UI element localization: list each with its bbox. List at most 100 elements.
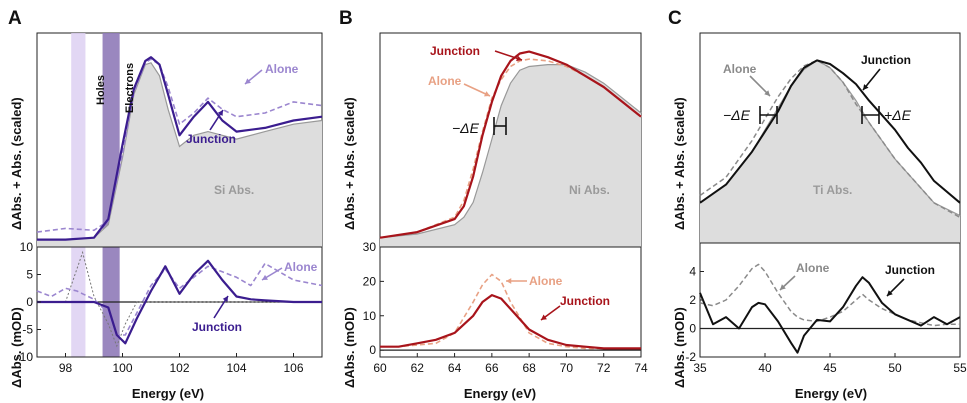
panel-c-alone-label: Alone — [723, 62, 757, 76]
panel-a-top-junction-line — [37, 56, 323, 241]
panel-b-bottom-alone-line — [380, 273, 641, 350]
panel-c-bottom-ytick-label: -2 — [685, 350, 696, 364]
panel-a-bottom-ytick-label: 0 — [26, 295, 33, 309]
panel-b-bottom-frame — [379, 246, 642, 358]
panel-b-top-absorption-line — [379, 63, 642, 239]
panel-a-top-absorption-line — [37, 62, 323, 241]
panel-c-abs-label: Ti Abs. — [813, 183, 852, 197]
panel-c-bottom-ytick-label: 4 — [689, 265, 696, 279]
electrons-band — [102, 33, 120, 357]
panel-letter-a: A — [8, 8, 22, 29]
panel-a-junction-bottom-label: Junction — [192, 320, 242, 334]
panel-b-abs-label: Ni Abs. — [569, 183, 610, 197]
electrons-label: Electrons — [124, 63, 136, 113]
panel-c-bottom-alone-line — [699, 263, 960, 327]
panel-b-bottom-ylabel: ΔAbs. (mOD) — [342, 307, 357, 388]
panel-b-bottom-xtick-label: 70 — [560, 361, 574, 375]
panel-b-bottom-xtick-label: 72 — [597, 361, 611, 375]
panel-c-alone-arrow-head — [764, 90, 770, 96]
panel-b-shift-label: −ΔE — [452, 120, 480, 136]
panel-c-junction-arrow-head — [863, 84, 869, 90]
panel-a-alone-bottom-arrow-head — [262, 274, 268, 280]
panel-c-bottom-xtick-label: 55 — [953, 361, 967, 375]
panel-letter-c: C — [668, 8, 682, 29]
panel-a-top — [36, 32, 323, 357]
panel-b-bottom: 60 62 64 66 68 70 72 74 0 10 20 30 — [363, 240, 648, 375]
panel-c-bottom-junction-line — [699, 276, 961, 354]
panel-c-bottom-ytick-label: 2 — [689, 293, 696, 307]
panel-b-bottom-ytick-label: 30 — [363, 240, 377, 254]
panel-b-bottom-xtick-label: 62 — [411, 361, 425, 375]
panel-a-bottom-ylabel: ΔAbs. (mOD) — [9, 307, 24, 388]
panel-a-abs-label: Si Abs. — [214, 183, 254, 197]
panel-c-bottom-xtick-label: 45 — [823, 361, 837, 375]
panel-a-bottom-ytick-label: -5 — [22, 323, 33, 337]
panel-b-top-absorption-area — [380, 64, 641, 247]
panel-a-top-absorption-area — [37, 62, 322, 247]
panel-b-alone-bottom-label: Alone — [529, 274, 563, 288]
panel-b-top-alone-line — [379, 58, 642, 239]
panel-a-bottom-ytick-label: 10 — [20, 240, 34, 254]
panel-a-bottom-xtick-label: 100 — [112, 361, 132, 375]
panel-a-bottom-ytick-label: -10 — [16, 350, 34, 364]
panel-c-alone-bottom-arrow-head — [780, 284, 786, 290]
panel-a-top-ylabel: ΔAbs. + Abs. (scaled) — [9, 97, 24, 230]
panel-b-xlabel: Energy (eV) — [464, 386, 536, 401]
panel-c-junction-label: Junction — [861, 53, 911, 67]
panel-c-bottom-xtick-label: 40 — [758, 361, 772, 375]
panel-b-bottom-xtick-label: 60 — [373, 361, 387, 375]
panel-b-bottom-ytick-label: 10 — [363, 309, 377, 323]
panel-c-bottom-xtick-label: 50 — [888, 361, 902, 375]
panel-c-xlabel: Energy (eV) — [795, 386, 867, 401]
panel-a-bottom-xtick-label: 104 — [226, 361, 246, 375]
panel-c-junction-bottom-arrow-head — [887, 290, 893, 296]
panel-c-top-alone-line — [699, 59, 961, 219]
holes-band — [71, 33, 86, 357]
panel-b-bottom-xtick-label: 74 — [634, 361, 648, 375]
panel-a-alone-arrow-head — [245, 78, 251, 84]
panel-b-bottom-junction-line — [380, 294, 641, 350]
panel-a-xlabel: Energy (eV) — [132, 386, 204, 401]
panel-c-bottom-ylabel: ΔAbs. (mOD) — [672, 307, 687, 388]
panel-b-junction-label: Junction — [430, 44, 480, 58]
panel-b-top — [379, 32, 642, 248]
panel-a-bottom: 98 100 102 104 106 -10 -5 0 5 10 — [16, 240, 323, 375]
panel-a-bottom-alone-line — [36, 262, 323, 336]
panel-a-junction-bottom-arrow-head — [222, 296, 228, 302]
panel-b-alone-bottom-arrow-head — [506, 278, 512, 284]
panel-b-junction-bottom-label: Junction — [560, 294, 610, 308]
panel-b-bottom-ytick-label: 20 — [363, 274, 377, 288]
panel-c-top-ylabel: ΔAbs. + Abs. (scaled) — [672, 97, 687, 230]
panel-c-bottom-ytick-label: 0 — [689, 322, 696, 336]
panel-b-bottom-xtick-label: 66 — [485, 361, 499, 375]
panel-a-alone-label: Alone — [265, 62, 299, 76]
panel-c-top-junction-line — [699, 59, 961, 204]
panel-a-alone-bottom-label: Alone — [284, 260, 318, 274]
panel-c-bottom: 35 40 45 50 55 -2 0 2 4 — [685, 242, 967, 375]
panel-c-bottom-xtick-label: 35 — [693, 361, 707, 375]
panel-c-top-absorption-area — [700, 60, 960, 244]
panel-b-bottom-ytick-label: 0 — [369, 343, 376, 357]
panel-b-bottom-xtick-label: 68 — [522, 361, 536, 375]
panel-letter-b: B — [339, 8, 353, 29]
panel-a-bottom-model-line — [37, 250, 322, 348]
panel-a-bottom-junction-line — [37, 259, 322, 345]
panel-b-alone-label: Alone — [428, 74, 462, 88]
panel-b-alone-arrow-head — [484, 91, 490, 97]
panel-c-shift-right-label: +ΔE — [884, 107, 912, 123]
panel-c-bottom-frame — [699, 242, 961, 358]
panel-a-bottom-xtick-label: 98 — [59, 361, 73, 375]
panel-c-alone-bottom-label: Alone — [796, 261, 830, 275]
panel-a-bottom-ytick-label: 5 — [26, 268, 33, 282]
panel-b-top-ylabel: ΔAbs. + Abs. (scaled) — [342, 97, 357, 230]
panel-a-bottom-xtick-label: 102 — [169, 361, 189, 375]
panel-a-junction-label: Junction — [186, 132, 236, 146]
panel-b-top-junction-line — [379, 50, 642, 239]
panel-b-junction-bottom-arrow-head — [541, 314, 547, 320]
panel-a-bottom-xtick-label: 106 — [283, 361, 303, 375]
panel-c-shift-left-label: −ΔE — [723, 107, 751, 123]
panel-b-junction-arrow-head — [516, 55, 522, 62]
panel-a-junction-arrow-head — [217, 110, 223, 116]
